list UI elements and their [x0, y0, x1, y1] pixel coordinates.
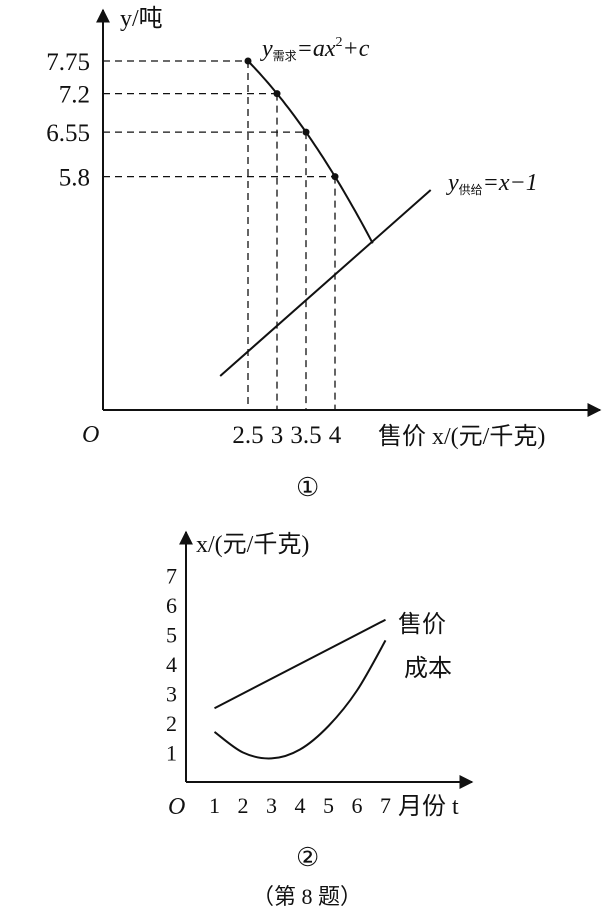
- chart-2-price-line: [214, 618, 386, 710]
- chart-2-x-tick: 3: [266, 793, 277, 818]
- chart-1-supply-line: [219, 189, 432, 377]
- chart-1-y-tick: 7.75: [46, 49, 90, 76]
- chart-1-x-tick: 3.5: [290, 422, 321, 449]
- chart-1-data-points: [244, 57, 339, 181]
- chart-1-origin-label: O: [82, 422, 99, 448]
- chart-2-cost-label: 成本: [404, 655, 452, 682]
- chart-2-y-tick: 6: [166, 593, 177, 618]
- chart-2-y-tick: 7: [166, 564, 177, 589]
- chart-1-supply-label: y供给=x−1: [446, 170, 538, 197]
- chart-1-y-tick: 5.8: [59, 165, 90, 192]
- chart-1-y-tick: 6.55: [46, 120, 90, 147]
- chart-1-point: [331, 173, 339, 181]
- chart-1-x-tick: 4: [329, 422, 342, 449]
- chart-2-y-tick: 2: [166, 711, 177, 736]
- chart-2-cost-curve: [213, 639, 387, 760]
- chart-1-demand-label: y需求=ax2+c: [260, 35, 370, 63]
- chart-1-y-tick-labels: 7.75 7.2 6.55 5.8: [46, 49, 90, 192]
- chart-2-y-axis-label: x/(元/千克): [196, 531, 309, 558]
- chart-1-point: [244, 57, 252, 65]
- chart-2-x-tick: 6: [352, 793, 363, 818]
- chart-2-x-tick: 2: [238, 793, 249, 818]
- chart-2-y-tick: 5: [166, 623, 177, 648]
- chart-2-y-tick: 3: [166, 682, 177, 707]
- chart-1-dashed-guides: [103, 60, 336, 410]
- chart-1-point: [273, 90, 281, 98]
- chart-2-y-tick: 1: [166, 741, 177, 766]
- chart-2-marker: ②: [296, 843, 319, 872]
- chart-1-y-axis-label: y/吨: [120, 5, 163, 32]
- chart-2-x-tick: 4: [295, 793, 306, 818]
- chart-2-x-tick: 1: [209, 793, 220, 818]
- figure-caption: （第 8 题）: [252, 884, 362, 909]
- chart-2-origin-label: O: [168, 794, 185, 820]
- chart-2-price-label: 售价: [398, 611, 446, 638]
- chart-1-marker: ①: [296, 473, 319, 502]
- chart-2-y-tick-labels: 1 2 3 4 5 6 7: [166, 564, 177, 766]
- chart-2-x-axis-label: 月份 t: [398, 793, 459, 820]
- chart-1-x-tick-labels: 2.5 3 3.5 4: [232, 422, 341, 449]
- chart-1-demand-curve: [247, 60, 374, 244]
- chart-1-demand-supply: y/吨 O 售价 x/(元/千克) 7.75 7.2 6.55 5.8 2.5 3 3.5…: [46, 5, 602, 502]
- chart-1-x-tick: 3: [271, 422, 284, 449]
- chart-2-x-tick: 7: [380, 793, 391, 818]
- chart-1-point: [302, 128, 310, 136]
- chart-1-x-tick: 2.5: [232, 422, 263, 449]
- chart-1-y-tick: 7.2: [59, 82, 90, 109]
- chart-2-x-tick: 5: [323, 793, 334, 818]
- chart-2-y-tick: 4: [166, 652, 177, 677]
- chart-1-x-axis-label: 售价 x/(元/千克): [378, 423, 545, 450]
